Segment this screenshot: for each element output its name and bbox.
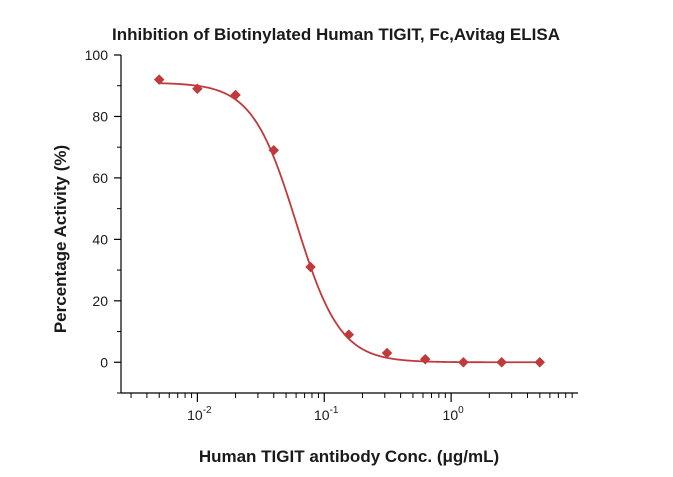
data-point <box>381 347 393 359</box>
fit-curve-group <box>159 82 540 364</box>
data-point <box>458 356 469 368</box>
y-tick-label: 0 <box>100 354 108 370</box>
data-point <box>230 89 241 101</box>
data-point <box>419 353 431 365</box>
chart-title: Inhibition of Biotinylated Human TIGIT, … <box>112 25 560 44</box>
data-point <box>153 74 165 85</box>
data-point <box>192 83 203 95</box>
data-point <box>496 356 507 368</box>
y-axis-label: Percentage Activity (%) <box>51 145 70 333</box>
x-tick-label: 10-2 <box>187 405 212 423</box>
y-tick-label: 20 <box>92 293 108 309</box>
y-tick-label: 40 <box>92 231 108 247</box>
y-tick-label: 80 <box>92 108 108 124</box>
x-axis-label: Human TIGIT antibody Conc. (μg/mL) <box>199 447 499 466</box>
x-tick-label: 10-1 <box>314 405 339 423</box>
axes: 0 20 40 60 80 100 10-2 10-1 100 <box>85 47 578 423</box>
data-point <box>268 144 280 156</box>
y-tick-label: 60 <box>92 170 108 186</box>
data-point <box>343 329 355 340</box>
x-tick-label: 100 <box>443 405 465 423</box>
data-points <box>153 74 546 368</box>
data-point <box>305 261 316 273</box>
data-point <box>534 356 546 368</box>
fit-curve <box>159 82 540 364</box>
y-tick-label: 100 <box>85 47 109 63</box>
